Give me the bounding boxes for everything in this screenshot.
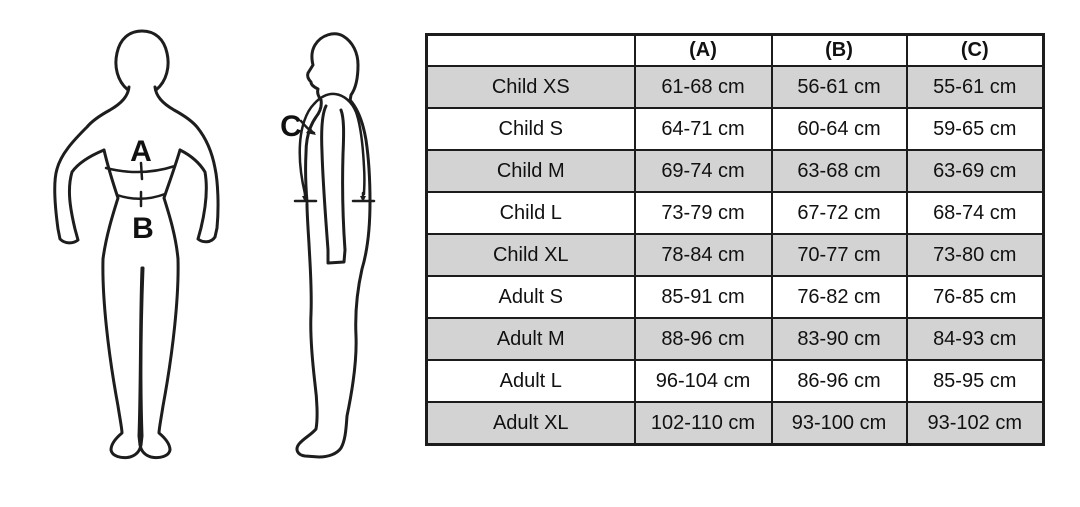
size-label-cell: Adult XL <box>425 401 636 446</box>
header-row: (A) (B) (C) <box>425 33 1045 67</box>
front-figure-left-arm <box>53 85 131 245</box>
size-row-child-m: Child M 69-74 cm 63-68 cm 63-69 cm <box>425 149 1045 193</box>
measurement-cell: 85-91 cm <box>633 275 773 319</box>
col-header-c: (C) <box>905 33 1045 67</box>
measurement-cell: 64-71 cm <box>633 107 773 151</box>
measurement-cell: 63-68 cm <box>770 149 908 193</box>
size-label-cell: Child L <box>425 191 636 235</box>
measurement-cell: 69-74 cm <box>633 149 773 193</box>
measurement-cell: 73-79 cm <box>633 191 773 235</box>
measurement-cell: 83-90 cm <box>770 317 908 361</box>
col-header-blank <box>425 33 636 67</box>
measurement-cell: 84-93 cm <box>905 317 1045 361</box>
measurement-cell: 85-95 cm <box>905 359 1045 403</box>
col-header-a: (A) <box>633 33 773 67</box>
size-row-adult-l: Adult L 96-104 cm 86-96 cm 85-95 cm <box>425 359 1045 403</box>
side-figure-back-outline <box>295 98 372 459</box>
front-figure: A B <box>53 29 220 460</box>
front-figure-head <box>114 29 170 92</box>
measurement-cell: 96-104 cm <box>633 359 773 403</box>
side-figure-head <box>306 32 360 103</box>
measurement-cell: 78-84 cm <box>633 233 773 277</box>
measurement-cell: 55-61 cm <box>905 65 1045 109</box>
front-figure-left-leg <box>101 257 145 460</box>
size-row-child-xl: Child XL 78-84 cm 70-77 cm 73-80 cm <box>425 233 1045 277</box>
measurement-cell: 59-65 cm <box>905 107 1045 151</box>
measurement-cell: 60-64 cm <box>770 107 908 151</box>
measurement-cell: 56-61 cm <box>770 65 908 109</box>
strap-back-arrowhead <box>360 196 366 202</box>
measurement-cell: 86-96 cm <box>770 359 908 403</box>
side-figure-arm <box>320 104 347 265</box>
measurement-cell: 67-72 cm <box>770 191 908 235</box>
size-label-cell: Adult M <box>425 317 636 361</box>
measurement-label-b: B <box>132 212 154 245</box>
col-header-b: (B) <box>770 33 908 67</box>
measurement-cell: 93-102 cm <box>905 401 1045 446</box>
front-figure-right-leg <box>137 257 180 460</box>
measurement-cell: 76-85 cm <box>905 275 1045 319</box>
side-figure-front-outline <box>304 98 323 204</box>
front-figure-right-arm <box>153 85 220 244</box>
measurement-cell: 63-69 cm <box>905 149 1045 193</box>
measurement-cell: 70-77 cm <box>770 233 908 277</box>
measurement-label-a: A <box>130 135 152 168</box>
measurement-cell: 61-68 cm <box>633 65 773 109</box>
size-label-cell: Child XL <box>425 233 636 277</box>
label-c-arrowhead <box>306 127 316 135</box>
strap-front-arrowhead <box>302 196 308 202</box>
measurement-cell: 68-74 cm <box>905 191 1045 235</box>
size-label-cell: Child M <box>425 149 636 193</box>
measurement-cell: 93-100 cm <box>770 401 908 446</box>
size-row-adult-m: Adult M 88-96 cm 83-90 cm 84-93 cm <box>425 317 1045 361</box>
size-label-cell: Child XS <box>425 65 636 109</box>
measurement-cell: 102-110 cm <box>633 401 773 446</box>
measurement-cell: 88-96 cm <box>633 317 773 361</box>
size-row-adult-xl: Adult XL 102-110 cm 93-100 cm 93-102 cm <box>425 401 1045 446</box>
measurement-label-c: C <box>280 110 302 143</box>
size-row-child-s: Child S 64-71 cm 60-64 cm 59-65 cm <box>425 107 1045 151</box>
size-row-child-xs: Child XS 61-68 cm 56-61 cm 55-61 cm <box>425 65 1045 109</box>
size-chart-header: (A) (B) (C) <box>425 33 1045 67</box>
size-label-cell: Adult S <box>425 275 636 319</box>
front-figure-torso-left <box>101 148 120 261</box>
torso-measure-strap <box>298 92 366 196</box>
size-label-cell: Child S <box>425 107 636 151</box>
side-figure: C <box>280 32 376 459</box>
size-chart-body: Child XS 61-68 cm 56-61 cm 55-61 cm Chil… <box>425 65 1045 446</box>
measurement-cell: 73-80 cm <box>905 233 1045 277</box>
size-row-adult-s: Adult S 85-91 cm 76-82 cm 76-85 cm <box>425 275 1045 319</box>
size-row-child-l: Child L 73-79 cm 67-72 cm 68-74 cm <box>425 191 1045 235</box>
measurement-cell: 76-82 cm <box>770 275 908 319</box>
size-label-cell: Adult L <box>425 359 636 403</box>
size-chart-table: (A) (B) (C) Child XS 61-68 cm 56-61 cm 5… <box>425 33 1045 446</box>
body-measurement-diagram: A B C <box>53 29 376 460</box>
chest-measure-tick <box>139 161 144 181</box>
